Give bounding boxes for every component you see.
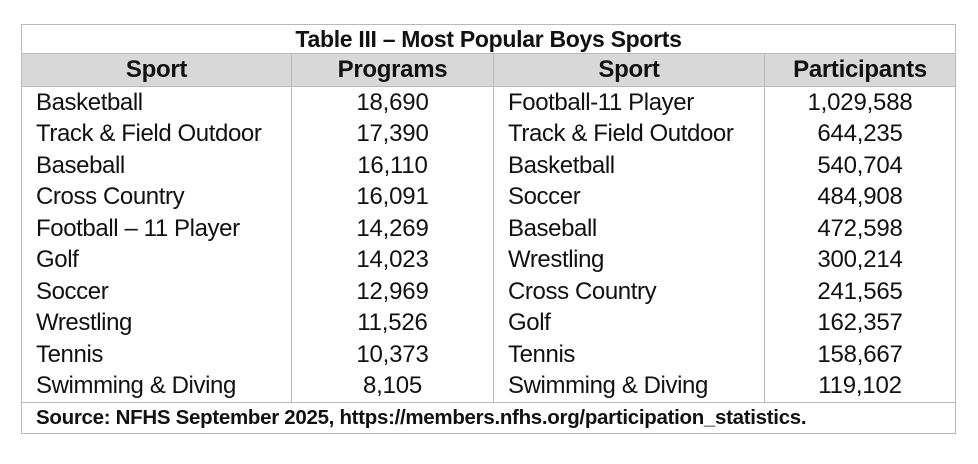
participants-value-cell: 644,235 xyxy=(763,118,957,150)
participants-value-cell: 1,029,588 xyxy=(763,86,957,118)
programs-value-cell: 18,690 xyxy=(291,86,494,118)
sport-name-programs-cell: Cross Country xyxy=(21,181,292,213)
participants-value-cell: 540,704 xyxy=(763,149,957,181)
table-title-row: Table III – Most Popular Boys Sports xyxy=(20,24,957,54)
sport-name-programs-cell: Football – 11 Player xyxy=(21,212,292,244)
programs-value-cell: 11,526 xyxy=(291,307,494,339)
most-popular-boys-sports-table: Table III – Most Popular Boys Sports Spo… xyxy=(20,24,957,434)
table-row: Tennis 10,373 Tennis 158,667 xyxy=(21,338,957,370)
sport-name-programs-cell: Soccer xyxy=(21,275,292,307)
programs-value-cell: 8,105 xyxy=(291,370,494,403)
sport-name-programs-cell: Track & Field Outdoor xyxy=(21,118,292,150)
table-row: Baseball 16,110 Basketball 540,704 xyxy=(21,149,957,181)
table-row: Track & Field Outdoor 17,390 Track & Field… xyxy=(21,118,957,150)
header-sport-programs: Sport xyxy=(21,53,292,87)
programs-value-cell: 10,373 xyxy=(291,338,494,370)
programs-value-cell: 12,969 xyxy=(291,275,494,307)
sport-name-participants-cell: Soccer xyxy=(493,181,765,213)
table-row: Golf 14,023 Wrestling 300,214 xyxy=(21,244,957,276)
participants-value-cell: 162,357 xyxy=(763,307,957,339)
participants-value-cell: 300,214 xyxy=(763,244,957,276)
sport-name-participants-cell: Golf xyxy=(493,307,765,339)
programs-value-cell: 16,091 xyxy=(291,181,494,213)
sport-name-programs-cell: Wrestling xyxy=(21,307,292,339)
participants-value-cell: 158,667 xyxy=(763,338,957,370)
sport-name-programs-cell: Golf xyxy=(21,244,292,276)
table-row: Cross Country 16,091 Soccer 484,908 xyxy=(21,181,957,213)
table-row: Basketball 18,690 Football-11 Player 1,029,… xyxy=(21,86,957,118)
sport-name-programs-cell: Baseball xyxy=(21,149,292,181)
sport-name-participants-cell: Track & Field Outdoor xyxy=(493,118,765,150)
sport-name-programs-cell: Swimming & Diving xyxy=(21,370,292,403)
sport-name-participants-cell: Baseball xyxy=(493,212,765,244)
sport-name-participants-cell: Cross Country xyxy=(493,275,765,307)
source-note: Source: NFHS September 2025, https://mem… xyxy=(20,401,957,434)
table-title: Table III – Most Popular Boys Sports xyxy=(20,24,957,54)
programs-value-cell: 14,269 xyxy=(291,212,494,244)
header-sport-participants: Sport xyxy=(493,53,765,87)
sport-name-participants-cell: Swimming & Diving xyxy=(493,370,765,403)
table-row: Wrestling 11,526 Golf 162,357 xyxy=(21,307,957,339)
table-header-row: Sport Programs Sport Participants xyxy=(21,53,957,87)
participants-value-cell: 241,565 xyxy=(763,275,957,307)
sport-name-participants-cell: Basketball xyxy=(493,149,765,181)
participants-value-cell: 472,598 xyxy=(763,212,957,244)
sport-name-programs-cell: Tennis xyxy=(21,338,292,370)
participants-value-cell: 484,908 xyxy=(763,181,957,213)
participants-value-cell: 119,102 xyxy=(763,370,957,403)
sport-name-participants-cell: Tennis xyxy=(493,338,765,370)
table-row: Swimming & Diving 8,105 Swimming & Diving 1… xyxy=(21,370,957,403)
sports-table-container: Table III – Most Popular Boys Sports Spo… xyxy=(20,24,957,434)
header-participants: Participants xyxy=(763,53,957,87)
sport-name-programs-cell: Basketball xyxy=(21,86,292,118)
sport-name-participants-cell: Football-11 Player xyxy=(493,86,765,118)
source-row: Source: NFHS September 2025, https://mem… xyxy=(20,401,957,434)
table-row: Football – 11 Player 14,269 Baseball 472,59… xyxy=(21,212,957,244)
sport-name-participants-cell: Wrestling xyxy=(493,244,765,276)
table-row: Soccer 12,969 Cross Country 241,565 xyxy=(21,275,957,307)
programs-value-cell: 17,390 xyxy=(291,118,494,150)
header-programs: Programs xyxy=(291,53,494,87)
programs-value-cell: 14,023 xyxy=(291,244,494,276)
programs-value-cell: 16,110 xyxy=(291,149,494,181)
